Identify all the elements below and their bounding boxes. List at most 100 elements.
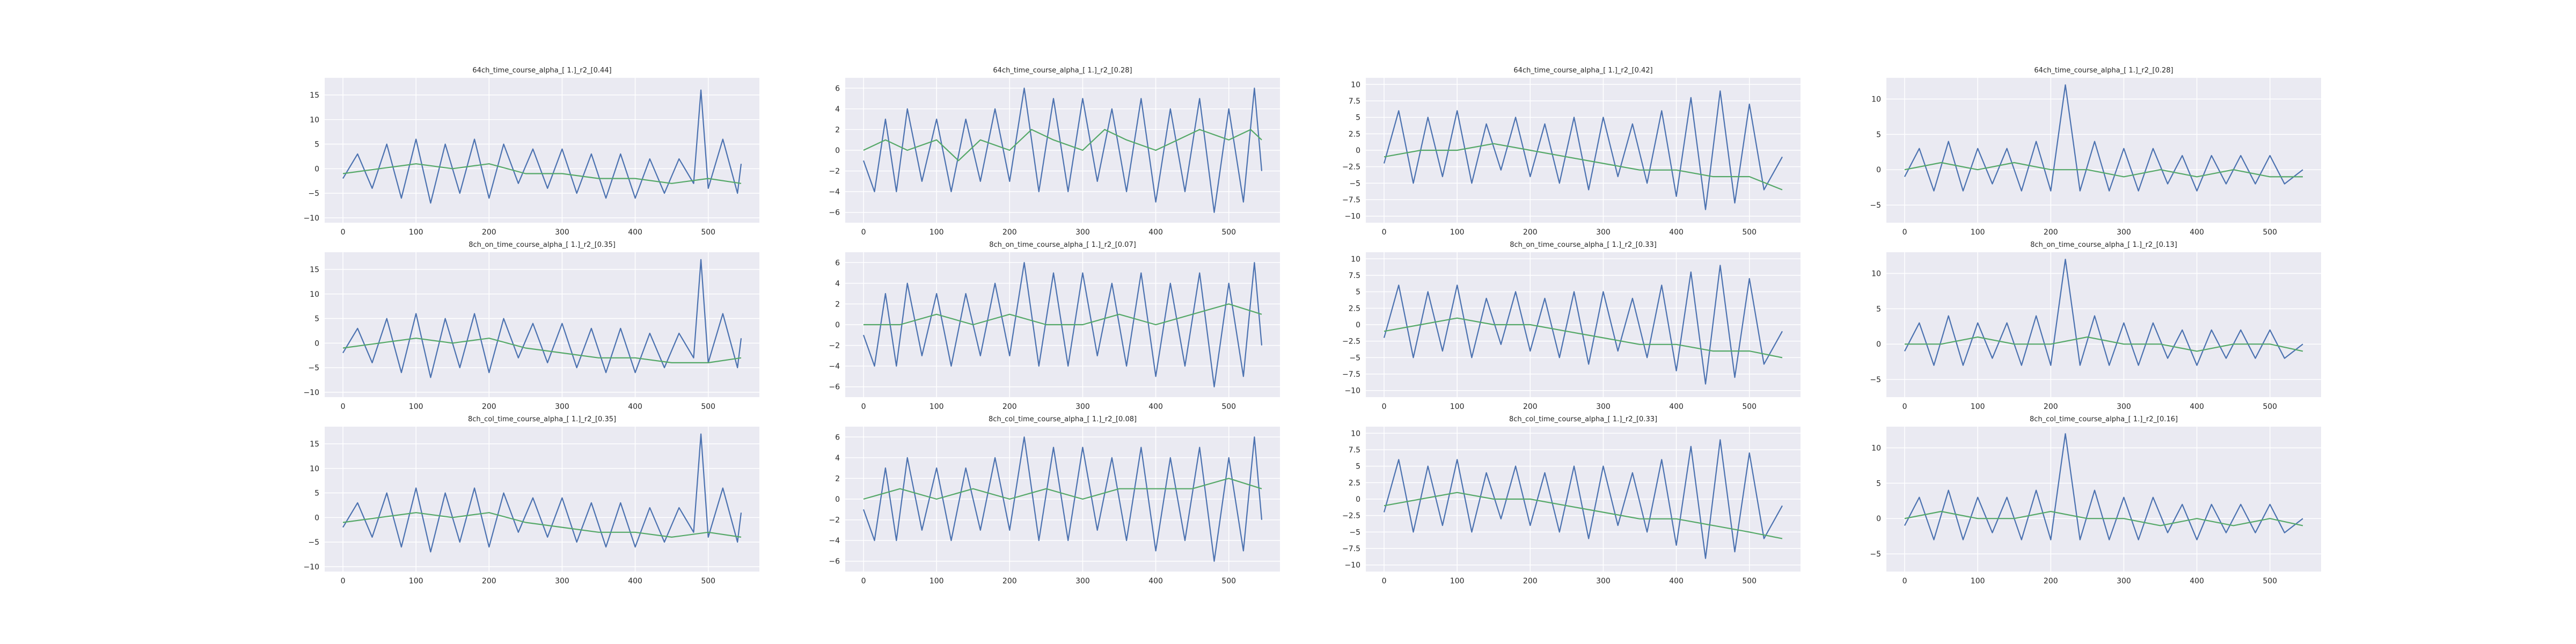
y-tick-label: −6 xyxy=(829,558,840,566)
x-tick-label: 500 xyxy=(1742,402,1757,411)
y-tick-label: −6 xyxy=(829,209,840,217)
y-tick-label: 15 xyxy=(310,91,319,100)
y-tick-label: 0 xyxy=(1356,147,1360,155)
subplot-3: 0 100 200 300 400 500 −10 −7.5 −5 −2.5 0 2.5 5 7.5 10 6… xyxy=(1342,67,1801,237)
y-tick-label: 10 xyxy=(1351,429,1360,438)
x-tick-label: 500 xyxy=(1742,577,1757,586)
y-tick-label: 4 xyxy=(835,105,840,114)
y-tick-label: −2.5 xyxy=(1342,512,1360,521)
x-tick-label: 100 xyxy=(1971,577,1985,586)
y-tick-label: 2.5 xyxy=(1349,130,1360,138)
x-tick-label: 500 xyxy=(2263,402,2277,411)
x-tick-label: 0 xyxy=(1902,228,1907,237)
subplot-title: 8ch_on_time_course_alpha_[ 1.]_r2_[0.07] xyxy=(989,241,1136,249)
x-tick-label: 300 xyxy=(2117,577,2131,586)
subplot-5: 0 100 200 300 400 500 −10 −5 0 5 10 15 8ch_on_time_c… xyxy=(303,241,759,411)
series-line-green xyxy=(863,478,1262,500)
y-tick-label: −2.5 xyxy=(1342,163,1360,172)
y-tick-label: −5 xyxy=(1349,354,1360,362)
y-tick-label: 4 xyxy=(835,280,840,288)
y-tick-label: 7.5 xyxy=(1349,272,1360,280)
x-tick-label: 300 xyxy=(1596,577,1611,586)
subplot-title: 64ch_time_course_alpha_[ 1.]_r2_[0.28] xyxy=(2034,67,2173,75)
y-tick-label: 0 xyxy=(835,321,840,330)
y-tick-label: −5 xyxy=(308,189,319,198)
y-tick-label: −5 xyxy=(1870,550,1881,559)
x-tick-label: 0 xyxy=(1382,228,1387,237)
y-tick-label: −4 xyxy=(829,537,840,545)
x-tick-label: 500 xyxy=(701,228,715,237)
y-tick-label: 10 xyxy=(310,116,319,125)
subplot-title: 8ch_col_time_course_alpha_[ 1.]_r2_[0.33… xyxy=(1509,415,1657,423)
y-tick-label: −10 xyxy=(1344,561,1360,570)
x-tick-label: 400 xyxy=(628,577,642,586)
series-line-blue xyxy=(1383,439,1783,559)
y-tick-label: −10 xyxy=(1344,387,1360,396)
y-tick-label: −5 xyxy=(1349,528,1360,537)
series-line-green xyxy=(1384,143,1783,191)
x-tick-label: 500 xyxy=(1742,228,1757,237)
x-tick-label: 100 xyxy=(930,577,944,586)
x-tick-label: 0 xyxy=(341,228,346,237)
subplot-title: 8ch_on_time_course_alpha_[ 1.]_r2_[0.35] xyxy=(469,241,616,249)
subplot-title: 64ch_time_course_alpha_[ 1.]_r2_[0.42] xyxy=(1513,67,1652,75)
series-line-green xyxy=(863,303,1262,326)
x-tick-label: 0 xyxy=(861,402,866,411)
series-line-green xyxy=(863,129,1262,162)
y-tick-label: 15 xyxy=(310,266,319,274)
series-line-blue xyxy=(862,87,1263,213)
y-tick-label: 6 xyxy=(835,84,840,93)
x-tick-label: 500 xyxy=(701,577,715,586)
series-line-blue xyxy=(342,89,742,204)
y-tick-label: −7.5 xyxy=(1342,196,1360,204)
x-tick-label: 100 xyxy=(1450,228,1465,237)
subplot-1: 0 100 200 300 400 500 −10 −5 0 5 10 15 64ch_time_cou… xyxy=(303,67,759,237)
y-tick-label: 7.5 xyxy=(1349,97,1360,106)
x-tick-label: 400 xyxy=(2190,577,2204,586)
x-tick-label: 500 xyxy=(2263,228,2277,237)
series-line-blue xyxy=(862,262,1263,387)
x-tick-label: 200 xyxy=(2044,228,2058,237)
y-tick-label: 5 xyxy=(1876,479,1881,488)
x-tick-label: 200 xyxy=(482,577,496,586)
subplot-6: 0 100 200 300 400 500 −6 −4 −2 0 2 4 6 8ch_on_time_co… xyxy=(829,241,1280,411)
x-tick-label: 0 xyxy=(861,577,866,586)
y-tick-label: 10 xyxy=(1871,444,1881,453)
x-tick-label: 400 xyxy=(2190,402,2204,411)
subplot-2: 0 100 200 300 400 500 −6 −4 −2 0 2 4 6 64ch_time_cour… xyxy=(829,67,1280,237)
y-tick-label: −10 xyxy=(303,389,319,397)
x-tick-label: 300 xyxy=(2117,228,2131,237)
y-tick-label: 0 xyxy=(1356,321,1360,330)
plot-area xyxy=(1886,78,2321,223)
series-line-green xyxy=(342,338,742,364)
series-line-green xyxy=(342,163,742,184)
x-tick-label: 300 xyxy=(555,402,569,411)
plot-area xyxy=(1886,252,2321,397)
y-tick-label: 10 xyxy=(1871,270,1881,279)
plot-area xyxy=(325,252,759,397)
x-tick-label: 300 xyxy=(1075,402,1090,411)
subplot-title: 8ch_col_time_course_alpha_[ 1.]_r2_[0.08… xyxy=(989,415,1137,423)
y-tick-label: 0 xyxy=(314,339,319,348)
x-tick-label: 200 xyxy=(1523,228,1538,237)
subplot-title: 64ch_time_course_alpha_[ 1.]_r2_[0.28] xyxy=(993,67,1132,75)
subplot-8: 0 100 200 300 400 500 −5 0 5 10 8ch_on_time_course… xyxy=(1870,241,2321,411)
y-tick-label: 2.5 xyxy=(1349,479,1360,487)
x-tick-label: 300 xyxy=(1075,228,1090,237)
x-tick-label: 100 xyxy=(409,577,423,586)
y-tick-label: 7.5 xyxy=(1349,446,1360,455)
x-tick-label: 500 xyxy=(2263,577,2277,586)
x-tick-label: 500 xyxy=(1221,228,1236,237)
plot-area xyxy=(325,78,759,223)
x-tick-label: 0 xyxy=(341,402,346,411)
y-tick-label: 10 xyxy=(1351,80,1360,89)
series-line-blue xyxy=(862,436,1263,562)
y-tick-label: 10 xyxy=(310,290,319,299)
x-tick-label: 100 xyxy=(1450,577,1465,586)
y-tick-label: 10 xyxy=(310,465,319,473)
x-tick-label: 300 xyxy=(1596,402,1611,411)
y-tick-label: −5 xyxy=(1349,179,1360,188)
y-tick-label: 0 xyxy=(835,495,840,504)
y-tick-label: 5 xyxy=(1356,288,1360,297)
